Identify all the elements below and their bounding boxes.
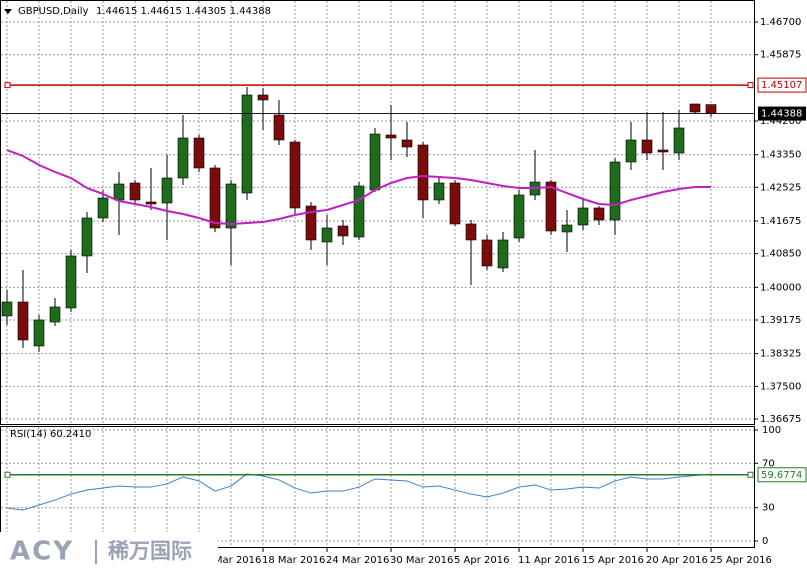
watermark-chinese: 稀万国际	[108, 539, 192, 563]
candle-body	[1, 301, 13, 317]
watermark-brand: ACY	[10, 537, 74, 567]
candle-body	[369, 133, 381, 191]
level-handle	[747, 82, 754, 89]
rsi-level-label: 59.6774	[761, 470, 802, 481]
y-tick-label: 1.38325	[760, 349, 801, 360]
candle-body	[241, 94, 253, 194]
candle-body	[593, 207, 605, 221]
level-handle	[4, 82, 11, 89]
level-label-box	[757, 77, 807, 93]
candle-body	[321, 227, 333, 243]
candle-body	[449, 182, 461, 225]
candle-body	[577, 207, 589, 226]
chart-title: GBPUSD,Daily	[18, 6, 89, 17]
candle-body	[273, 114, 285, 141]
x-tick-label: 11 Apr 2016	[518, 555, 580, 566]
y-tick-label: 1.43350	[760, 150, 801, 161]
x-tick-label: 14 Mar 2016	[198, 555, 261, 566]
candle-body	[497, 239, 509, 269]
x-tick-label: 24 Mar 2016	[326, 555, 389, 566]
chart-subtitle: 1.44615 1.44615 1.44305 1.44388	[96, 6, 271, 17]
data-layer	[1, 87, 717, 511]
candle-body	[689, 103, 701, 113]
y-tick-label: 1.41675	[760, 216, 801, 227]
rsi-label: RSI(14) 60.2410	[10, 429, 91, 440]
y-tick-label: 1.40000	[760, 282, 801, 293]
candle-body	[97, 197, 109, 219]
candle-body	[49, 306, 61, 323]
rsi-y-tick-label: 0	[762, 536, 768, 547]
candle-body	[337, 225, 349, 237]
y-tick-label: 1.42525	[760, 182, 801, 193]
level-label: 1.45107	[761, 80, 802, 91]
candle-body	[625, 139, 637, 163]
x-tick-label: 18 Mar 2016	[262, 555, 325, 566]
x-tick-label: 5 Apr 2016	[454, 555, 509, 566]
rsi-level-handle	[4, 471, 11, 478]
y-tick-label: 1.46700	[760, 17, 801, 28]
y-tick-label: 1.44200	[760, 116, 801, 127]
y-tick-label: 1.37500	[760, 381, 801, 392]
candle-body	[673, 127, 685, 154]
candle-body	[129, 182, 141, 201]
y-tick-label: 1.39175	[760, 315, 801, 326]
rsi-frame	[0, 426, 755, 548]
candle-body	[161, 177, 173, 204]
rsi-line	[6, 473, 712, 511]
candle-body	[305, 205, 317, 241]
candle-body	[177, 137, 189, 179]
candle-body	[705, 104, 717, 114]
x-tick-label: 30 Mar 2016	[390, 555, 453, 566]
x-tick-label: 25 Apr 2016	[710, 555, 772, 566]
last-price-box	[758, 106, 806, 121]
main-frame	[0, 0, 755, 425]
rsi-y-tick-label: 30	[762, 503, 775, 514]
grid-layer: 1.46700 1.45875 1.44200 1.43350 1.42525 1.416…	[1, 1, 801, 566]
candle-body	[657, 149, 669, 153]
candle-body	[513, 194, 525, 239]
x-tick-label: 20 Apr 2016	[646, 555, 708, 566]
rsi-y-tick-label: 100	[762, 425, 781, 436]
candle-body	[209, 167, 221, 229]
candle-body	[193, 137, 205, 169]
candle-body	[385, 134, 397, 139]
candle-body	[289, 141, 301, 209]
candle-body	[17, 301, 29, 341]
candle-body	[65, 255, 77, 309]
header-arrow	[4, 9, 12, 14]
candle-body	[417, 144, 429, 201]
y-tick-label: 1.36675	[760, 414, 801, 425]
moving-average	[6, 149, 711, 225]
rsi-level-handle	[747, 471, 754, 478]
candle-body	[145, 201, 157, 205]
watermark-bg	[0, 532, 218, 574]
candle-body	[81, 217, 93, 257]
candle-body	[225, 183, 237, 229]
overlay-layer: 1.45107 1.44388 59.6774	[1, 77, 807, 483]
x-tick-label: 15 Apr 2016	[582, 555, 644, 566]
candle-body	[641, 139, 653, 154]
candle-body	[433, 182, 445, 201]
candle-body	[257, 94, 269, 101]
candle-body	[113, 183, 125, 201]
candle-body	[545, 181, 557, 232]
y-tick-label: 1.45875	[760, 50, 801, 61]
candle-body	[609, 161, 621, 221]
candle-body	[561, 224, 573, 233]
candle-body	[481, 239, 493, 267]
last-price-label: 1.44388	[761, 109, 802, 120]
rsi-level-label-box	[757, 467, 807, 483]
y-tick-label: 1.40850	[760, 249, 801, 260]
rsi-y-tick-label: 70	[762, 458, 775, 469]
candle-body	[401, 139, 413, 148]
candle-body	[353, 185, 365, 238]
candle-body	[33, 319, 45, 347]
candle-body	[465, 223, 477, 241]
